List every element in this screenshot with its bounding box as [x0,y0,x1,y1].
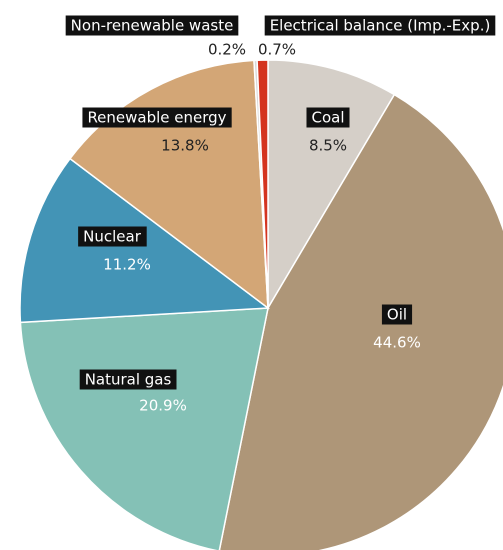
value-label: 20.9% [139,397,187,415]
category-label: Renewable energy [87,109,226,127]
value-label: 13.8% [161,137,209,155]
value-label: 0.7% [258,41,296,59]
value-label: 44.6% [373,334,421,352]
pie-slice [267,59,396,311]
label-box [264,15,496,36]
label-box [306,107,350,128]
label-box [381,304,413,325]
slice-label: Nuclear [78,226,147,247]
pie-slice [256,59,269,309]
label-box [65,15,239,36]
slice-label: Renewable energy [82,107,232,128]
slice-label: Electrical balance (Imp.-Exp.) [264,15,496,36]
value-label: 11.2% [103,256,151,274]
pie-slice [19,307,269,550]
slice-label: Natural gas [79,369,177,390]
slice-label: Non-renewable waste [65,15,239,36]
value-label: 0.2% [208,41,246,59]
category-label: Nuclear [83,228,142,246]
category-label: Non-renewable waste [71,17,234,35]
value-label: 8.5% [309,137,347,155]
category-label: Natural gas [85,371,172,389]
category-label: Coal [311,109,344,127]
label-box [79,369,177,390]
pie-slice [218,93,503,550]
slice-label: Oil [381,304,413,325]
slice-label: Coal [306,107,350,128]
category-label: Oil [387,306,407,324]
label-box [82,107,232,128]
label-box [78,226,147,247]
category-label: Electrical balance (Imp.-Exp.) [270,17,491,35]
